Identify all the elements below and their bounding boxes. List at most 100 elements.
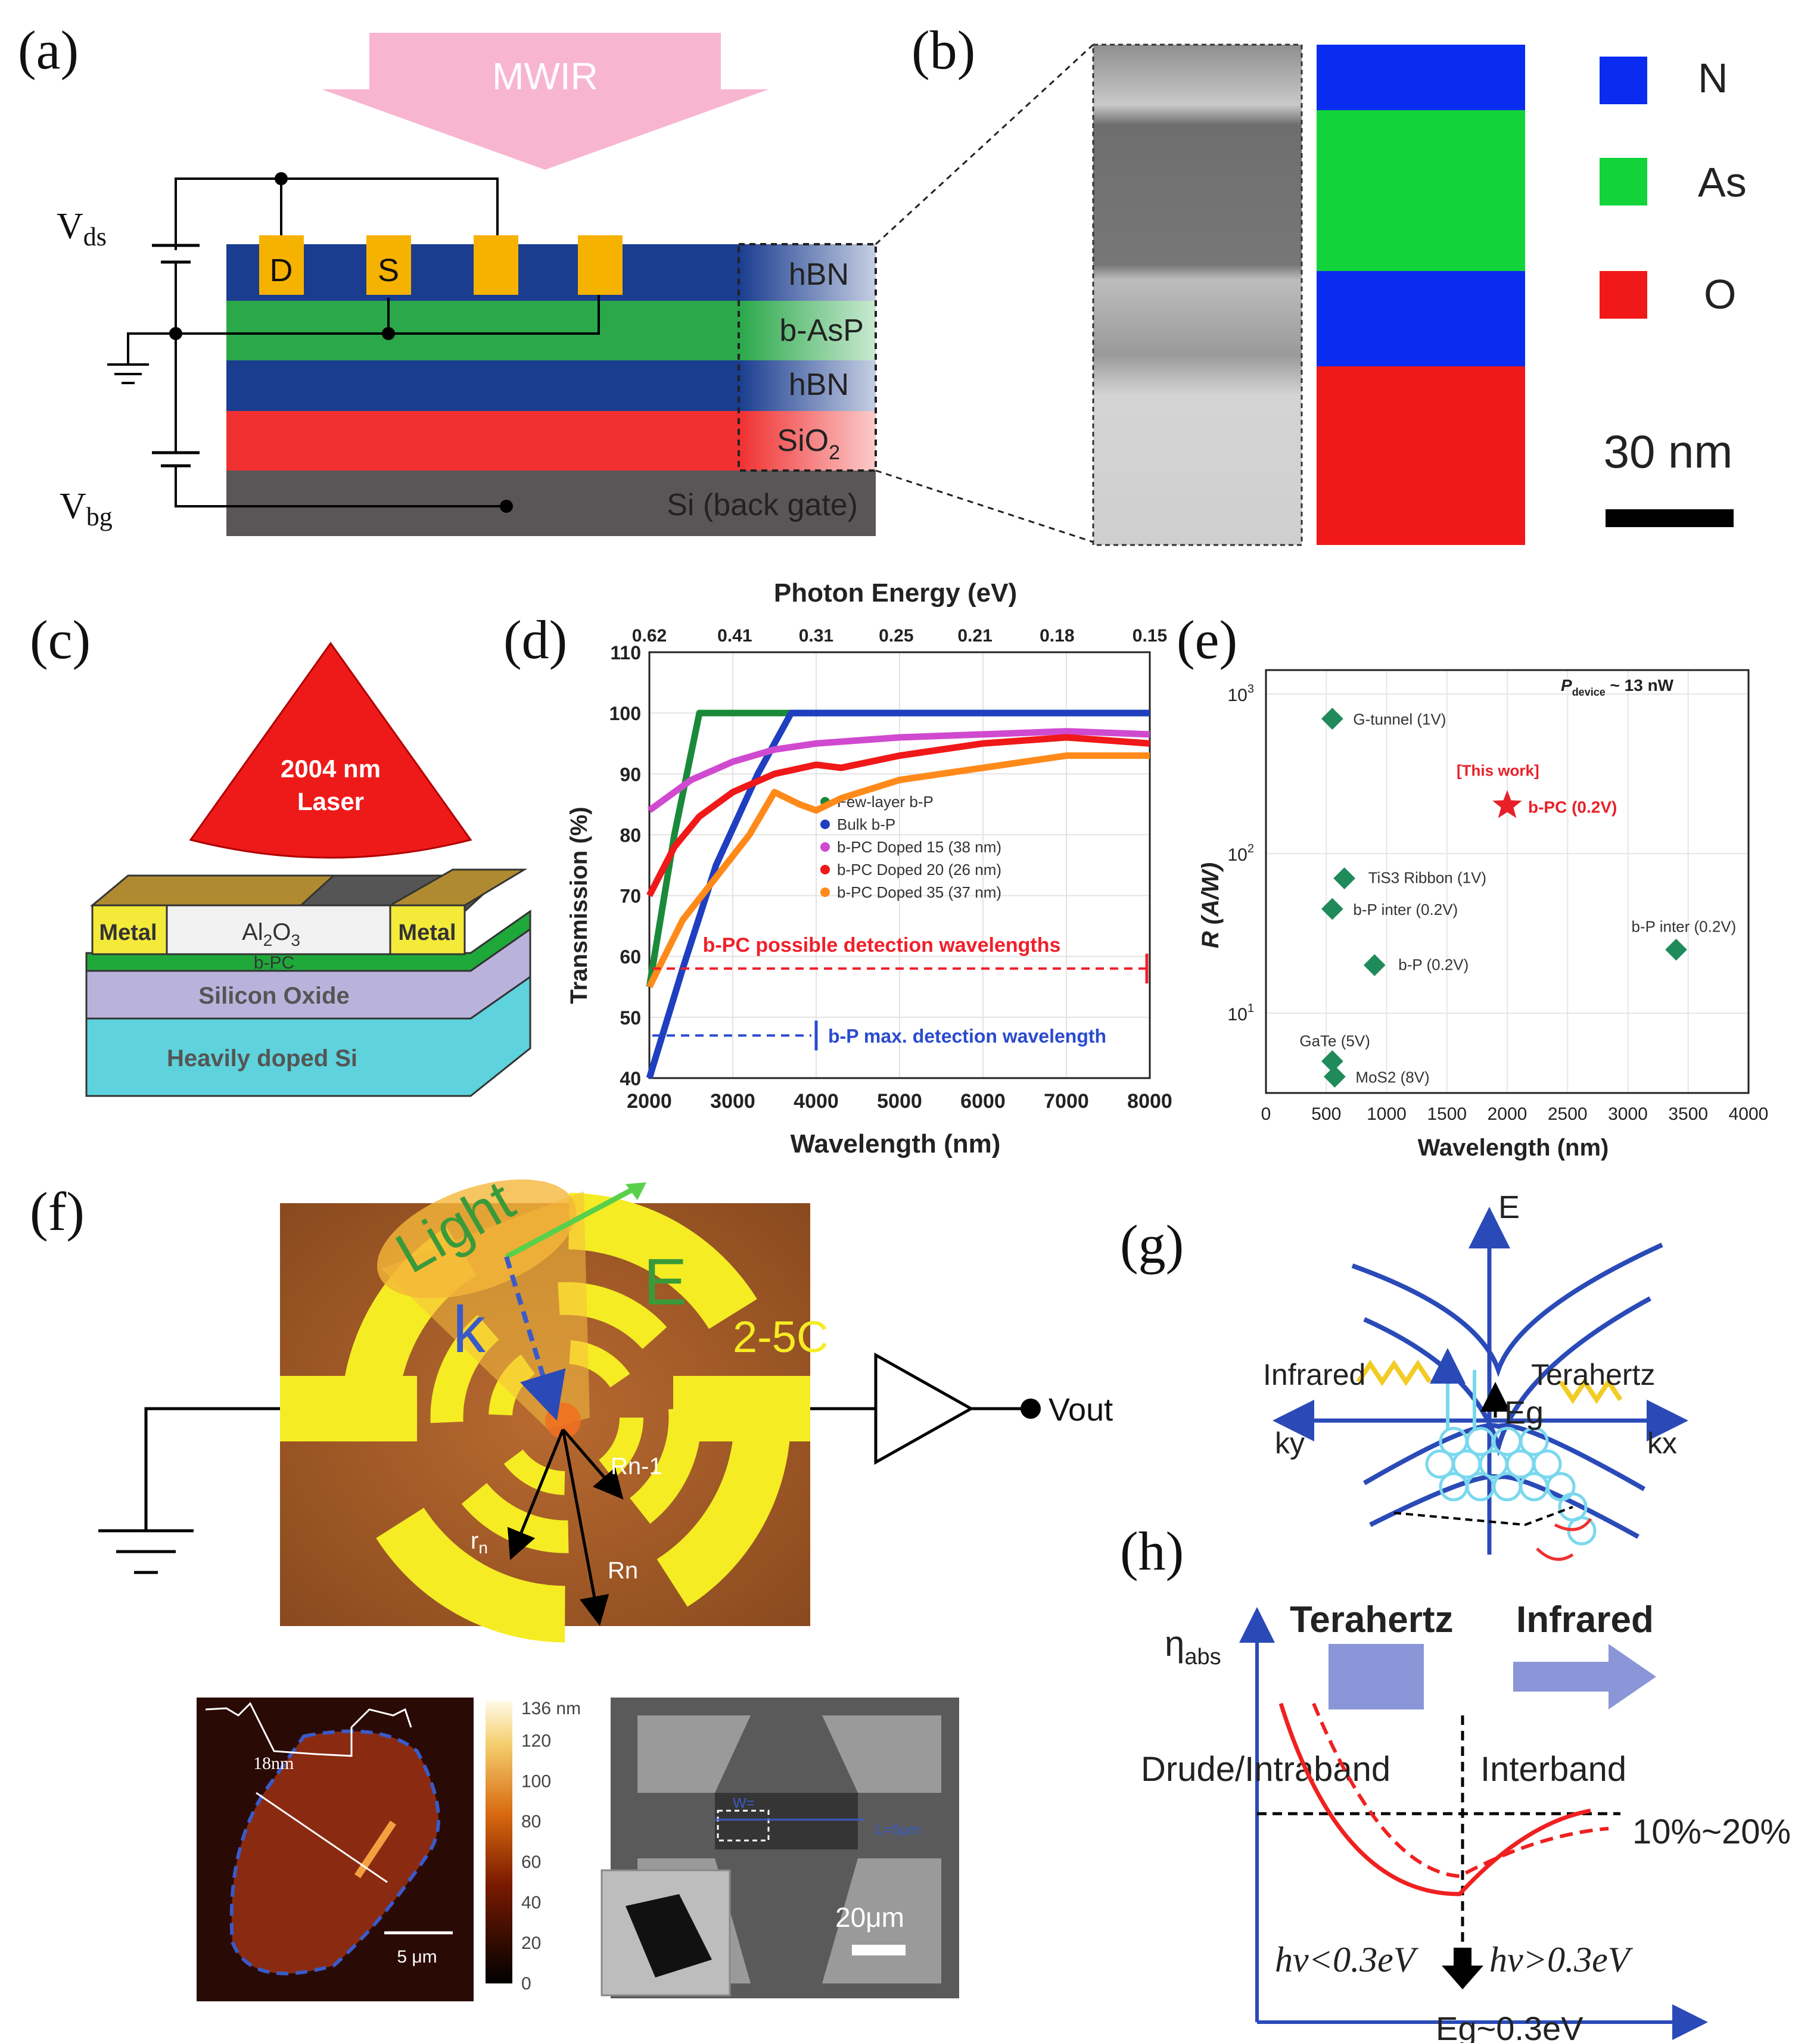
afm-profile xyxy=(205,1702,412,1757)
h-terahertz-label: Terahertz xyxy=(1290,1599,1454,1640)
e-header-label: Pdevice ~ 13 nW xyxy=(1561,676,1674,698)
d-x-axis-title: Wavelength (nm) xyxy=(791,1129,1001,1158)
contact-s-label: S xyxy=(378,253,399,288)
e-point-label: b-P inter (0.2V) xyxy=(1632,917,1737,935)
e-data-point xyxy=(1321,1050,1343,1073)
sem-electrode-tr xyxy=(822,1715,941,1793)
colorbar-tick-label: 136 nm xyxy=(521,1699,581,1718)
d-y-tick-label: 60 xyxy=(620,946,641,968)
h-infrared-label: Infrared xyxy=(1516,1599,1654,1640)
d-top-tick-label: 0.62 xyxy=(632,626,667,646)
afm-line xyxy=(256,1792,388,1883)
intraband-arrow-2 xyxy=(1536,1547,1574,1561)
laser-line1: 2004 nm xyxy=(281,755,381,783)
legend-o-label: O xyxy=(1704,271,1736,317)
panel-label-g: (g) xyxy=(1120,1214,1184,1275)
h-curve-solid xyxy=(1278,1702,1591,1896)
e-x-tick-label: 1000 xyxy=(1367,1104,1407,1124)
e-data-point xyxy=(1321,898,1343,920)
e-x-tick-label: 3000 xyxy=(1608,1104,1648,1124)
panel-a: (a) MWIR hBN b-AsP hBN SiO2 Si (back gat… xyxy=(18,20,1094,543)
e-star-label: b-PC (0.2V) xyxy=(1528,798,1617,816)
e-point-label: GaTe (5V) xyxy=(1299,1032,1370,1050)
e-vector xyxy=(505,1183,642,1259)
h-eta-label: ηabs xyxy=(1165,1624,1221,1670)
h-hv-lt-label: hν<0.3eV xyxy=(1275,1940,1419,1979)
sem-box xyxy=(717,1810,770,1842)
e-x-tick-label: 0 xyxy=(1261,1104,1271,1124)
colorbar-tick-label: 20 xyxy=(521,1933,541,1953)
e-y-axis-title: R (A/W) xyxy=(1197,862,1224,948)
d-series-line xyxy=(646,752,1150,989)
d-y-tick-label: 100 xyxy=(609,703,641,724)
k-label: k xyxy=(453,1293,486,1366)
e-vector-head xyxy=(626,1182,646,1200)
d-x-tick-label: 6000 xyxy=(960,1090,1006,1113)
scale-bar xyxy=(1606,509,1734,527)
zoom-line-top xyxy=(875,43,1094,245)
e-data-point xyxy=(1324,1066,1346,1088)
d-legend-label: Bulk b-P xyxy=(837,815,895,833)
d-y-tick-label: 90 xyxy=(620,764,641,785)
g-dashed xyxy=(1393,1506,1573,1527)
g-kx-label: kx xyxy=(1647,1427,1677,1460)
e-point-label: TiS3 Ribbon (1V) xyxy=(1368,869,1486,887)
laser-cone xyxy=(189,641,472,859)
d-y-tick-label: 80 xyxy=(620,824,641,846)
label-hbn-top: hBN xyxy=(789,257,849,292)
vbg-label: Vbg xyxy=(60,486,113,531)
zoom-box xyxy=(738,243,877,472)
label-si: Si (back gate) xyxy=(667,488,858,522)
e-x-axis-title: Wavelength (nm) xyxy=(1418,1135,1609,1161)
legend-n-swatch xyxy=(1600,57,1647,104)
h-curve-dashed xyxy=(1312,1702,1609,1879)
e-data-point xyxy=(1363,954,1386,976)
al2o3-label: Al2O3 xyxy=(242,919,300,949)
afm-flake xyxy=(229,1729,440,1976)
h-terahertz-arrow xyxy=(1329,1644,1424,1709)
d-y-axis-title: Transmission (%) xyxy=(566,806,592,1004)
e-star-marker xyxy=(1492,790,1522,818)
d-x-tick-label: 7000 xyxy=(1044,1090,1089,1113)
battery-vds xyxy=(152,244,200,264)
sem-inset-flake xyxy=(626,1894,712,1977)
afm-height-label: 18nm xyxy=(253,1754,294,1773)
panel-label-a: (a) xyxy=(18,20,79,80)
h-down-arrow xyxy=(1442,1948,1483,1989)
k-vector xyxy=(504,1256,566,1421)
e-point-label: G-tunnel (1V) xyxy=(1353,711,1446,728)
chip-label: 2-5C xyxy=(733,1312,828,1362)
colorbar-tick-label: 100 xyxy=(521,1771,551,1791)
colorbar-tick-label: 60 xyxy=(521,1852,541,1872)
e-x-tick-label: 2500 xyxy=(1548,1104,1588,1124)
legend-o-swatch xyxy=(1600,271,1647,319)
g-ky-label: ky xyxy=(1275,1427,1305,1460)
panel-label-b: (b) xyxy=(911,20,975,80)
panel-b: (b) N As O 30 nm xyxy=(911,20,1747,546)
vds-label: Vds xyxy=(57,206,107,251)
e-y-tick-label: 102 xyxy=(1228,842,1255,865)
legend-as-label: As xyxy=(1698,159,1747,205)
d-x-tick-label: 8000 xyxy=(1127,1090,1172,1113)
eds-n-top xyxy=(1317,45,1525,110)
e-point-label: b-P (0.2V) xyxy=(1398,955,1469,973)
vout-node xyxy=(1021,1399,1041,1419)
legend-n-label: N xyxy=(1698,55,1728,101)
g-e-label: E xyxy=(1498,1189,1520,1225)
label-basp: b-AsP xyxy=(779,313,864,348)
d-series-line xyxy=(646,734,1150,898)
rn-label: Rn xyxy=(608,1558,638,1584)
r-n-label: rn xyxy=(471,1528,488,1557)
bpc-layer xyxy=(85,910,531,972)
panel-g: (g) E Infrared Terahertz ky k xyxy=(1120,1189,1688,1561)
d-legend-marker xyxy=(820,820,830,829)
metal-right-top xyxy=(387,868,528,907)
d-annotation-text: b-PC possible detection wavelengths xyxy=(703,934,1061,957)
h-infrared-arrow xyxy=(1513,1644,1656,1709)
label-hbn-bottom: hBN xyxy=(789,368,849,402)
sem-scale-bar xyxy=(852,1945,906,1955)
g-terahertz-label: Terahertz xyxy=(1531,1358,1655,1391)
metal-right-label: Metal xyxy=(398,920,456,945)
d-x-tick-label: 2000 xyxy=(627,1090,672,1113)
